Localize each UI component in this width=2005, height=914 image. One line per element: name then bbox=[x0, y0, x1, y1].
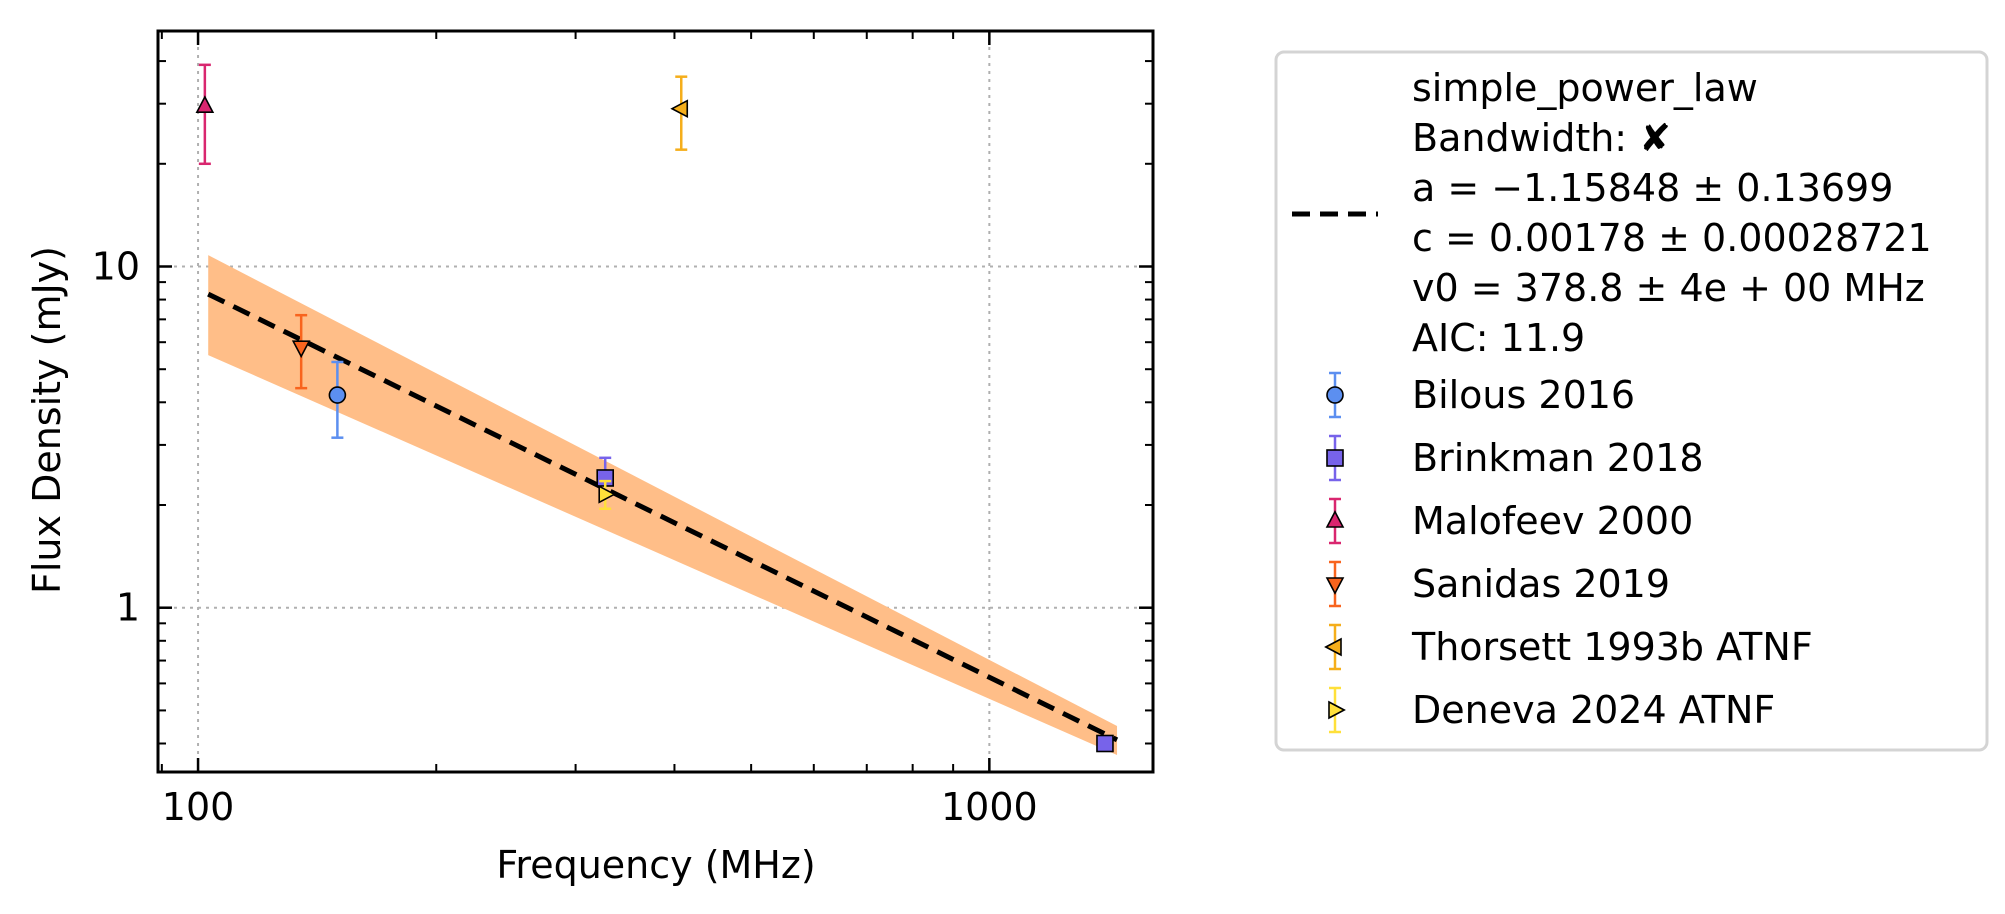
data-point bbox=[328, 386, 347, 404]
legend-label: Sanidas 2019 bbox=[1412, 562, 1670, 606]
data-point bbox=[598, 484, 617, 504]
legend-box bbox=[1274, 50, 1989, 752]
x-axis-label: Frequency (MHz) bbox=[496, 843, 815, 887]
legend-marker bbox=[1328, 700, 1346, 720]
series-deneva-2024-atnf bbox=[598, 479, 617, 510]
legend: simple_power_law Bandwidth: ✘ a = −1.15848… bbox=[1274, 50, 1989, 752]
legend-marker bbox=[1325, 577, 1345, 595]
legend-fit-text: simple_power_law bbox=[1412, 66, 1758, 110]
y-tick-label: 1 bbox=[116, 586, 140, 630]
series-malofeev-2000 bbox=[195, 63, 215, 166]
legend-entry: Deneva 2024 ATNF bbox=[1328, 686, 1775, 734]
data-point bbox=[670, 99, 689, 119]
legend-entry: Thorsett 1993b ATNF bbox=[1324, 623, 1813, 671]
legend-label: Brinkman 2018 bbox=[1412, 436, 1704, 480]
legend-fit-text: v0 = 378.8 ± 4e + 00 MHz bbox=[1412, 266, 1925, 310]
legend-marker bbox=[1324, 637, 1342, 657]
legend-fit-text: c = 0.00178 ± 0.00028721 bbox=[1412, 216, 1932, 260]
y-tick-label: 10 bbox=[92, 245, 140, 289]
y-axis-label: Flux Density (mJy) bbox=[25, 246, 69, 594]
legend-fit-text: AIC: 11.9 bbox=[1412, 316, 1585, 360]
legend-marker bbox=[1325, 510, 1345, 528]
series-bilous-2016 bbox=[328, 360, 347, 439]
legend-label: Malofeev 2000 bbox=[1412, 499, 1693, 543]
legend-label: Deneva 2024 ATNF bbox=[1412, 688, 1775, 732]
legend-marker bbox=[1326, 449, 1344, 467]
x-tick-label: 100 bbox=[162, 785, 235, 829]
series-thorsett-1993b-atnf bbox=[670, 75, 689, 151]
legend-marker bbox=[1326, 386, 1344, 404]
legend-fit-text: a = −1.15848 ± 0.13699 bbox=[1412, 166, 1893, 210]
data-point bbox=[291, 340, 311, 359]
data-point bbox=[1096, 734, 1114, 753]
plot-frame bbox=[156, 29, 1155, 774]
fit-line bbox=[207, 291, 1119, 743]
legend-entry: Bilous 2016 bbox=[1326, 371, 1635, 419]
data-point bbox=[195, 95, 215, 113]
legend-entry: Sanidas 2019 bbox=[1325, 560, 1670, 608]
fit-confidence-band bbox=[208, 255, 1118, 756]
series-sanidas-2019 bbox=[291, 313, 311, 390]
legend-fit-text: Bandwidth: ✘ bbox=[1412, 116, 1671, 160]
legend-label: Thorsett 1993b ATNF bbox=[1411, 625, 1813, 669]
legend-entry: Malofeev 2000 bbox=[1325, 497, 1693, 545]
legend-entry: Brinkman 2018 bbox=[1326, 434, 1704, 482]
legend-label: Bilous 2016 bbox=[1412, 373, 1635, 417]
plot-area: 100 1000 1 10 bbox=[92, 29, 1155, 829]
error-bar bbox=[198, 63, 211, 166]
x-tick-label: 1000 bbox=[941, 785, 1038, 829]
